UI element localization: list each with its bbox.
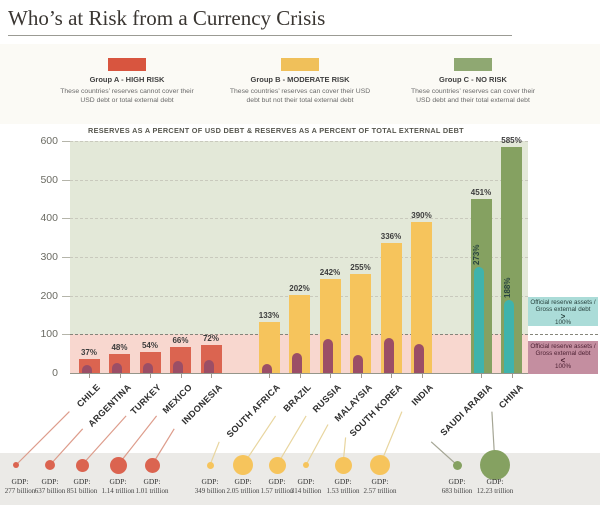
legend-desc-group-c-line2: USD debt and their total external debt	[416, 97, 530, 104]
legend-desc-group-b-line1: These countries’ reserves can cover thei…	[229, 88, 371, 95]
y-tick-label-400: 400	[40, 212, 58, 225]
plot-background-above-100	[70, 141, 528, 334]
x-tick-argentina	[119, 374, 121, 378]
x-tick-chile	[89, 374, 90, 378]
annotation-reserves-below-100: Official reserve assets / Gross external…	[528, 341, 598, 374]
x-axis-line	[70, 373, 528, 374]
x-tick-brazil	[299, 374, 301, 378]
legend-label-group-b: Group B - MODERATE RISK	[250, 75, 350, 84]
x-tick-south-korea	[391, 374, 392, 378]
legend-swatch-no-risk	[454, 58, 492, 71]
x-tick-malaysia	[360, 374, 362, 378]
gdp-band-background	[0, 453, 600, 505]
y-tick-500	[62, 179, 70, 181]
plot-background-below-100	[70, 334, 528, 373]
annotation-below-value: 100%	[554, 363, 572, 371]
y-tick-400	[62, 218, 70, 220]
legend-group-a: Group A - HIGH RISK These countries’ res…	[12, 58, 242, 105]
legend-background-strip	[0, 44, 600, 124]
legend-swatch-moderate-risk	[281, 58, 319, 71]
chart-title: RESERVES AS A PERCENT OF USD DEBT & RESE…	[88, 126, 464, 135]
annotation-above-line2: Gross external debt	[535, 305, 591, 313]
annotation-above-value: 100%	[554, 319, 572, 327]
legend-desc-group-b-line2: debt but not their total external debt	[246, 97, 354, 104]
y-tick-label-500: 500	[40, 173, 58, 186]
legend-label-group-c: Group C - NO RISK	[439, 75, 507, 84]
legend-swatch-high-risk	[108, 58, 146, 71]
y-tick-300	[62, 257, 70, 258]
legend-desc-group-c-line1: These countries’ reserves can cover thei…	[410, 88, 536, 95]
x-tick-mexico	[180, 374, 182, 378]
title-underline	[8, 35, 512, 36]
y-tick-600	[62, 141, 70, 142]
x-tick-turkey	[150, 374, 151, 378]
y-tick-label-200: 200	[40, 289, 58, 302]
x-tick-russia	[330, 374, 331, 378]
y-tick-label-600: 600	[40, 135, 58, 147]
y-tick-200	[62, 295, 70, 297]
legend-label-group-a: Group A - HIGH RISK	[89, 75, 165, 84]
annotation-reserves-above-100: Official reserve assets / Gross external…	[528, 297, 598, 326]
legend-group-c: Group C - NO RISK These countries’ reser…	[358, 58, 588, 105]
annotation-above-operator: >	[560, 312, 566, 322]
page-title: Who’s at Risk from a Currency Crisis	[8, 6, 326, 30]
legend-desc-group-a-line1: These countries’ reserves cannot cover t…	[60, 88, 194, 95]
y-tick-label-100: 100	[40, 328, 58, 341]
y-tick-label-0: 0	[52, 367, 58, 379]
x-tick-indonesia	[211, 374, 212, 378]
x-tick-china	[511, 374, 513, 378]
x-tick-saudi-arabia	[481, 374, 482, 378]
x-tick-india	[421, 374, 423, 378]
legend-desc-group-a-line2: USD debt or total external debt	[80, 97, 174, 104]
y-tick-100	[62, 334, 70, 336]
legend-group-b: Group B - MODERATE RISK These countries’…	[185, 58, 415, 105]
y-tick-label-300: 300	[40, 251, 58, 263]
annotation-above-line1: Official reserve assets /	[530, 299, 596, 306]
x-tick-south-africa	[269, 374, 270, 378]
